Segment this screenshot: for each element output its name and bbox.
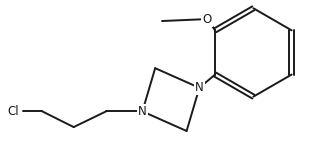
Text: N: N bbox=[138, 105, 147, 118]
Text: Cl: Cl bbox=[7, 105, 19, 118]
Text: O: O bbox=[203, 13, 212, 26]
Text: N: N bbox=[195, 81, 204, 94]
